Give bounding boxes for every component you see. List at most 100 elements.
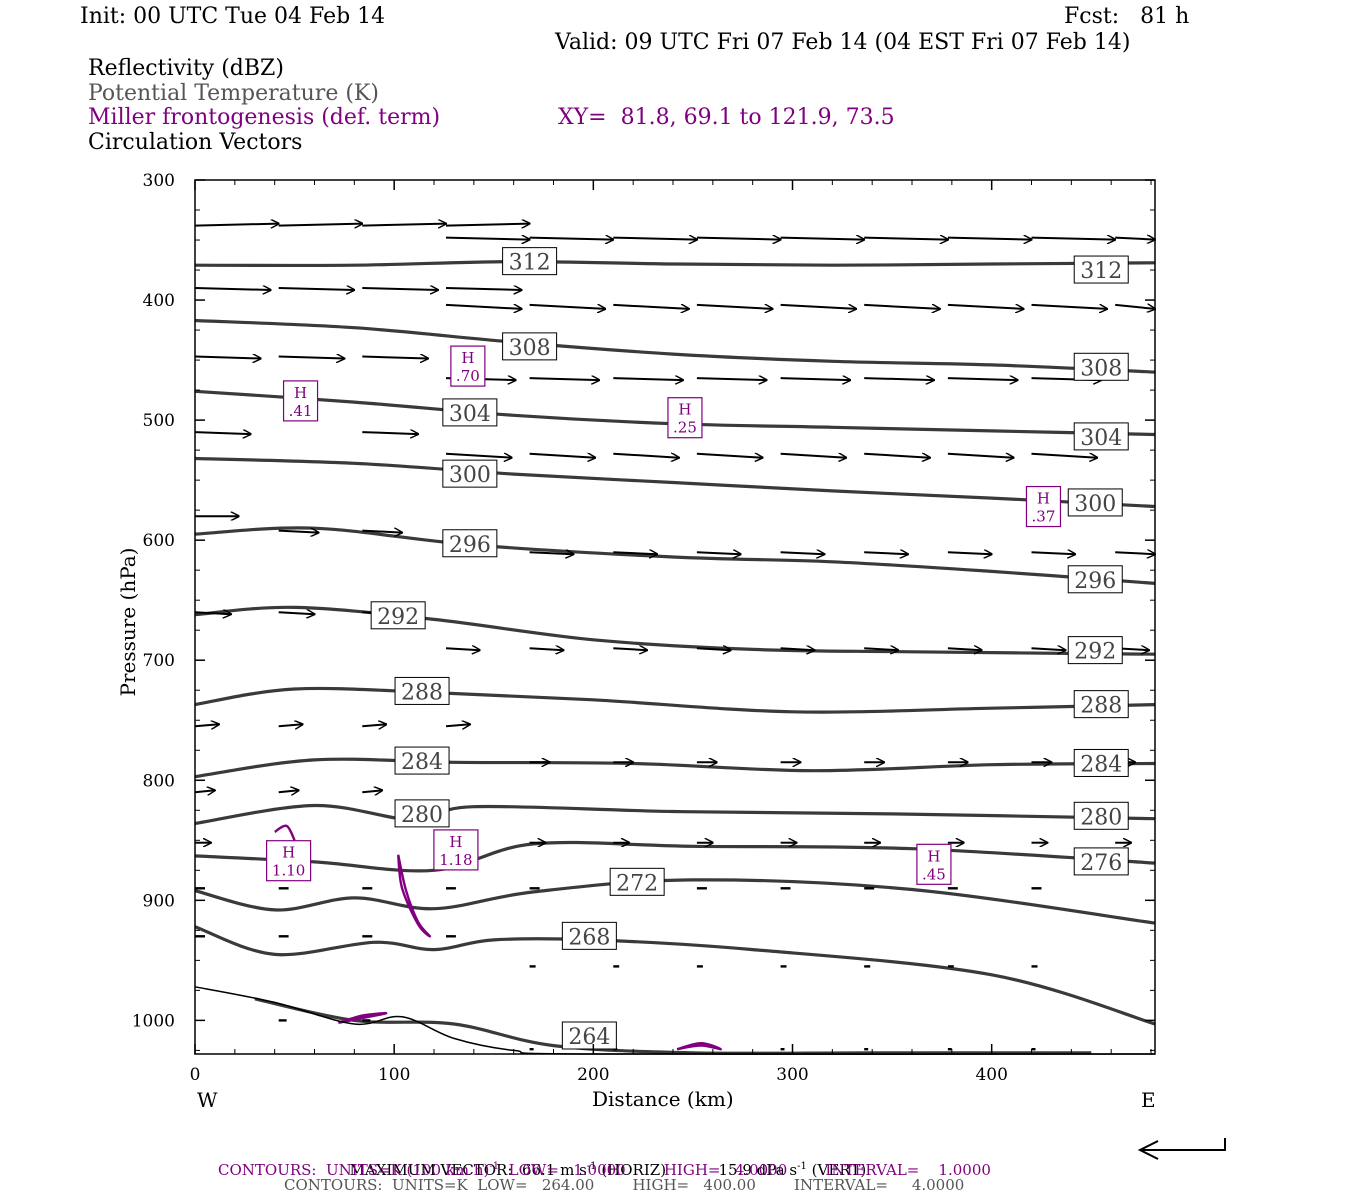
circulation-vector <box>696 648 731 650</box>
circulation-vector <box>445 288 522 290</box>
frontogenesis-contours <box>274 824 723 1051</box>
frontogenesis-max-4: H1.10 <box>266 840 312 882</box>
circulation-vector <box>194 790 215 792</box>
max-letter: H <box>282 844 295 862</box>
theta-label-296: 296 <box>442 529 498 558</box>
theta-contour-268 <box>194 925 1156 1026</box>
theta-label-312: 312 <box>1073 255 1129 284</box>
max-letter: H <box>449 833 462 851</box>
circulation-vector <box>362 224 446 226</box>
circulation-vector <box>194 357 261 359</box>
contours1-exp: -1 <box>489 1161 500 1172</box>
theta-contour-labels: 312 312 308 308 304 304 300 300 296 296 292 292 288 2… <box>370 247 1129 1050</box>
y-tick-label: 400 <box>143 291 175 311</box>
circulation-vector <box>445 224 530 226</box>
terrain-line <box>194 986 1156 1056</box>
theta-label-280: 280 <box>394 799 450 828</box>
theta-label-280: 280 <box>1073 801 1129 830</box>
circulation-vector <box>947 552 992 554</box>
circulation-vector <box>947 378 1018 380</box>
theta-contour-308 <box>194 318 1156 374</box>
circulation-vector <box>445 724 470 726</box>
circulation-vector <box>696 452 763 458</box>
circulation-vector <box>947 648 982 650</box>
circulation-vector <box>864 378 934 380</box>
theta-contour-296 <box>194 526 1156 585</box>
theta-contour-264 <box>254 997 1092 1055</box>
frontogenesis-max-1: H.70 <box>450 345 486 387</box>
circulation-vector <box>194 432 251 434</box>
theta-label-272: 272 <box>609 867 665 896</box>
frontogenesis-max-6: H.45 <box>916 843 952 885</box>
reference-vector <box>1137 1138 1226 1160</box>
circulation-vector <box>864 238 948 240</box>
circulation-vector <box>947 452 1014 458</box>
circulation-vector <box>613 303 689 309</box>
theta-label-text: 312 <box>509 251 551 276</box>
max-vert-exp: -1 <box>797 1161 807 1172</box>
y-tick-label: 1000 <box>132 1011 175 1031</box>
contours-theta-info: CONTOURS: UNITS=K LOW= 264.00 HIGH= 400.… <box>284 1176 965 1194</box>
theta-label-text: 300 <box>1074 492 1116 517</box>
theta-label-284: 284 <box>1073 748 1129 777</box>
circulation-vector <box>278 612 315 614</box>
theta-contour-288 <box>194 686 1156 714</box>
theta-label-284: 284 <box>394 746 450 775</box>
circulation-vector <box>194 612 231 614</box>
circulation-vector <box>194 724 219 726</box>
theta-label-288: 288 <box>1073 690 1129 719</box>
circulation-vector <box>1031 238 1116 240</box>
circulation-vector <box>1115 238 1155 240</box>
frontogenesis-contour-1 <box>397 854 432 938</box>
theta-label-text: 308 <box>1080 356 1122 381</box>
max-value: 1.18 <box>439 851 472 869</box>
theta-label-304: 304 <box>1073 422 1129 451</box>
theta-label-text: 284 <box>401 750 443 775</box>
theta-label-text: 292 <box>377 605 419 630</box>
circulation-vector <box>696 552 741 554</box>
terrain <box>194 986 1156 1056</box>
circulation-vector <box>278 531 319 533</box>
circulation-vector <box>1031 552 1076 554</box>
circulation-vector <box>529 648 564 650</box>
circulation-vector <box>864 303 940 309</box>
theta-label-308: 308 <box>1073 352 1129 381</box>
theta-label-312: 312 <box>502 247 558 276</box>
theta-contour-272 <box>194 878 1156 925</box>
valid-time: Valid: 09 UTC Fri 07 Feb 14 (04 EST Fri … <box>555 30 1131 55</box>
circulation-vector <box>194 224 279 226</box>
theta-label-text: 272 <box>616 871 658 896</box>
circulation-vector <box>529 552 574 554</box>
x-tick-label: 100 <box>378 1065 410 1085</box>
theta-label-text: 268 <box>568 925 610 950</box>
circulation-vector <box>278 357 345 359</box>
circulation-vector <box>780 238 865 240</box>
frontogenesis-max-3: H.37 <box>1025 485 1062 528</box>
theta-label-text: 280 <box>401 803 443 828</box>
theta-label-text: 280 <box>1080 805 1122 830</box>
circulation-vector <box>362 432 418 434</box>
circulation-vector <box>362 357 428 359</box>
circulation-vector <box>613 648 647 650</box>
theta-label-296: 296 <box>1067 565 1123 594</box>
theta-label-292: 292 <box>1067 636 1123 665</box>
circulation-vector <box>613 238 697 240</box>
theta-label-276: 276 <box>1073 847 1129 876</box>
circulation-vectors <box>194 224 1155 1051</box>
max-letter: H <box>1037 490 1050 508</box>
theta-label-268: 268 <box>561 921 617 950</box>
y-tick-label: 800 <box>143 771 175 791</box>
theta-label-text: 296 <box>1074 569 1116 594</box>
theta-label-308: 308 <box>502 332 558 361</box>
circulation-vector <box>864 552 908 554</box>
theta-contour-280 <box>194 803 1156 826</box>
circulation-vector <box>780 303 857 309</box>
max-value: .70 <box>456 367 480 385</box>
frontogenesis-max-2: H.25 <box>667 397 703 439</box>
max-value: .41 <box>289 402 313 420</box>
circulation-vector <box>445 303 522 309</box>
max-vert-tag: (VERT) <box>811 1161 867 1179</box>
max-letter: H <box>461 349 474 367</box>
max-value: .45 <box>922 865 946 883</box>
